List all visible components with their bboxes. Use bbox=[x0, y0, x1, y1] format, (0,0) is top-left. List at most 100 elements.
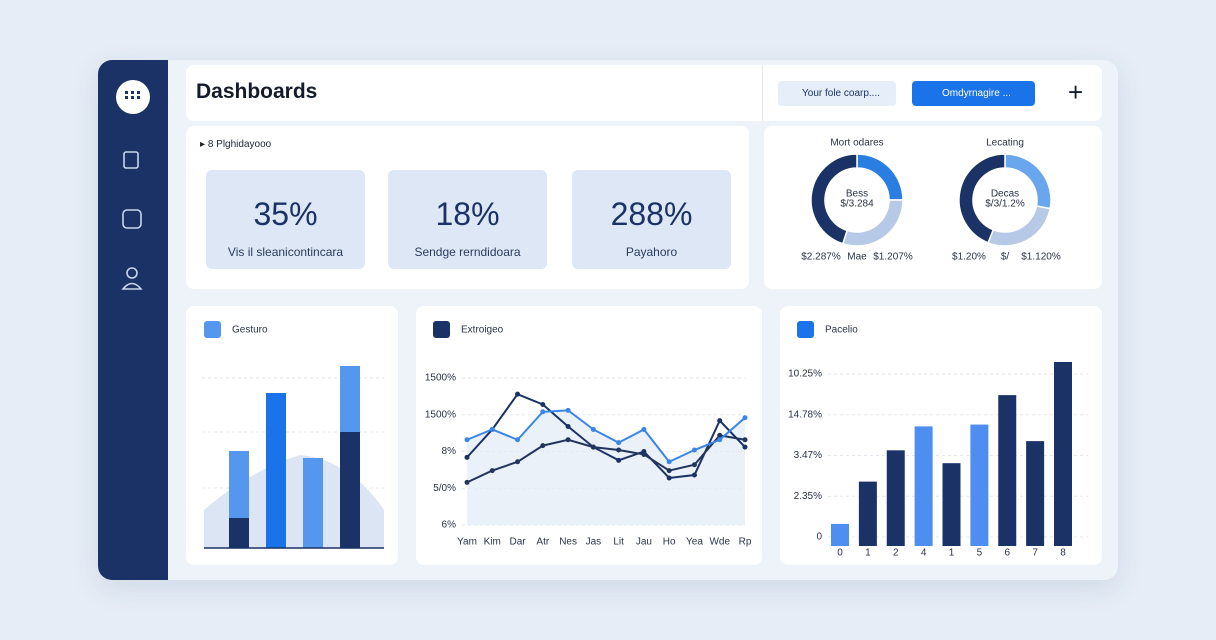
kpi-label: Payahoro bbox=[625, 245, 678, 259]
kpi-card: 35% Vis il sleanicontincara bbox=[206, 170, 365, 269]
y-tick-label: 6% bbox=[442, 520, 457, 531]
donut-legend: $1.207% bbox=[873, 252, 913, 263]
line-point bbox=[742, 444, 748, 450]
donut-center-label: $/3/1.2% bbox=[985, 199, 1025, 210]
primary-button[interactable]: Omdyrnagire ... bbox=[912, 81, 1035, 106]
panel-icon bbox=[797, 321, 814, 338]
donut-segment bbox=[987, 205, 1052, 247]
bar bbox=[914, 426, 933, 546]
x-tick-label: Kim bbox=[484, 537, 501, 548]
column-card bbox=[780, 306, 1102, 565]
donut-title: Mort odares bbox=[830, 138, 883, 149]
x-tick-label: Yam bbox=[457, 537, 477, 548]
kpi-card: 288% Payahoro bbox=[572, 170, 731, 269]
x-tick-label: Wde bbox=[709, 537, 730, 548]
line-point bbox=[666, 468, 672, 474]
line-point bbox=[540, 401, 546, 407]
bar bbox=[998, 395, 1017, 546]
x-tick-label: Ho bbox=[663, 537, 676, 548]
y-tick-label: 1500% bbox=[425, 409, 456, 420]
donut-legend: $1.20% bbox=[952, 252, 986, 263]
bar-overlay bbox=[340, 432, 360, 548]
bar-overlay bbox=[229, 518, 249, 548]
bar bbox=[886, 450, 905, 546]
bar bbox=[303, 458, 323, 548]
bar bbox=[1026, 441, 1045, 546]
line-point bbox=[717, 437, 723, 443]
x-tick-label: Nes bbox=[559, 537, 577, 548]
x-tick-label: 2 bbox=[893, 548, 899, 559]
x-tick-label: Jas bbox=[586, 537, 602, 548]
y-tick-label: 3.47% bbox=[794, 450, 822, 461]
line-point bbox=[515, 459, 521, 465]
line-series bbox=[466, 409, 746, 464]
line-point bbox=[464, 479, 470, 485]
line-series bbox=[466, 392, 746, 480]
bar bbox=[1054, 362, 1072, 546]
x-tick-label: 1 bbox=[949, 548, 955, 559]
panel-icon bbox=[433, 321, 450, 338]
line-point bbox=[540, 409, 546, 415]
line-point bbox=[565, 437, 571, 443]
line-point bbox=[489, 426, 495, 432]
line-area bbox=[467, 410, 745, 525]
donut-center-label: $/3.284 bbox=[840, 199, 874, 210]
line-point bbox=[565, 424, 571, 430]
y-tick-label: 1500% bbox=[425, 373, 456, 384]
search-box[interactable]: Your fole coarp.... bbox=[778, 81, 896, 106]
line-point bbox=[666, 459, 672, 465]
line-point bbox=[616, 440, 622, 446]
line-point bbox=[742, 415, 748, 421]
add-button[interactable]: + bbox=[1068, 77, 1084, 107]
line-point bbox=[691, 462, 697, 468]
line-point bbox=[540, 443, 546, 449]
x-tick-label: 8 bbox=[1060, 548, 1066, 559]
kpi-label: Vis il sleanicontincara bbox=[227, 245, 344, 259]
y-tick-label: 0 bbox=[816, 532, 822, 543]
x-tick-label: Lit bbox=[613, 537, 624, 548]
divider bbox=[762, 65, 763, 121]
bar bbox=[858, 481, 877, 546]
kpi-value: 18% bbox=[435, 196, 500, 232]
line-point bbox=[742, 437, 748, 443]
kpi-label: Sendge rerndidoara bbox=[414, 245, 521, 259]
line-point bbox=[691, 447, 697, 453]
x-tick-label: Rp bbox=[739, 537, 752, 548]
x-tick-label: Atr bbox=[536, 537, 549, 548]
donut-segment bbox=[958, 153, 1006, 244]
line-point bbox=[590, 444, 596, 450]
sidebar bbox=[98, 60, 168, 580]
y-tick-label: 5/0% bbox=[433, 483, 456, 494]
x-tick-label: 7 bbox=[1032, 548, 1038, 559]
donut-legend: $1.120% bbox=[1021, 252, 1061, 263]
donut-title: Lecating bbox=[986, 138, 1024, 149]
line-series bbox=[466, 434, 746, 484]
donut-segment bbox=[810, 153, 858, 245]
y-tick-label: 10.25% bbox=[788, 369, 822, 380]
x-tick-label: 6 bbox=[1004, 548, 1010, 559]
donut-legend: $2.287% bbox=[801, 252, 841, 263]
donut-legend: $/ bbox=[1001, 252, 1010, 263]
line-point bbox=[717, 432, 723, 438]
x-tick-label: 1 bbox=[865, 548, 871, 559]
line-point bbox=[717, 418, 723, 424]
donut-center-label: Bess bbox=[846, 189, 868, 200]
line-point bbox=[616, 457, 622, 463]
panel-title: Pacelio bbox=[825, 325, 858, 336]
line-point bbox=[616, 447, 622, 453]
line-point bbox=[515, 437, 521, 443]
kpi-card: 18% Sendge rerndidoara bbox=[388, 170, 547, 269]
y-tick-label: 14.78% bbox=[788, 409, 822, 420]
x-tick-label: Dar bbox=[509, 537, 526, 548]
line-point bbox=[464, 454, 470, 460]
x-tick-label: 0 bbox=[837, 548, 843, 559]
line-point bbox=[641, 451, 647, 457]
donut-legend: Mae bbox=[847, 252, 867, 263]
x-tick-label: Jau bbox=[636, 537, 652, 548]
summary-label: ▸ 8 Plghidayooo bbox=[200, 139, 272, 150]
line-point bbox=[515, 391, 521, 397]
bar bbox=[831, 523, 849, 546]
line-point bbox=[464, 437, 470, 443]
